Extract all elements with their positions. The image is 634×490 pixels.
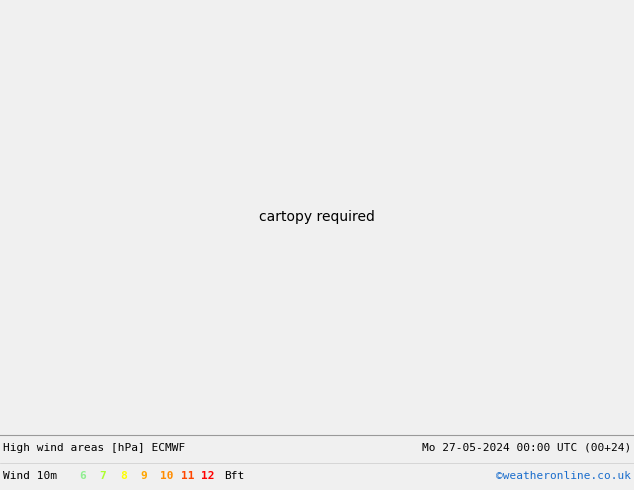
Text: Bft: Bft [224,471,244,482]
Text: 10: 10 [160,471,174,482]
Text: 6: 6 [79,471,86,482]
Text: 8: 8 [120,471,127,482]
Text: High wind areas [hPa] ECMWF: High wind areas [hPa] ECMWF [3,443,185,453]
Text: ©weatheronline.co.uk: ©weatheronline.co.uk [496,471,631,482]
Text: 12: 12 [201,471,214,482]
Text: 7: 7 [100,471,107,482]
Text: 11: 11 [181,471,194,482]
Text: 9: 9 [140,471,147,482]
Text: Wind 10m: Wind 10m [3,471,57,482]
Text: cartopy required: cartopy required [259,210,375,224]
Text: Mo 27-05-2024 00:00 UTC (00+24): Mo 27-05-2024 00:00 UTC (00+24) [422,443,631,453]
